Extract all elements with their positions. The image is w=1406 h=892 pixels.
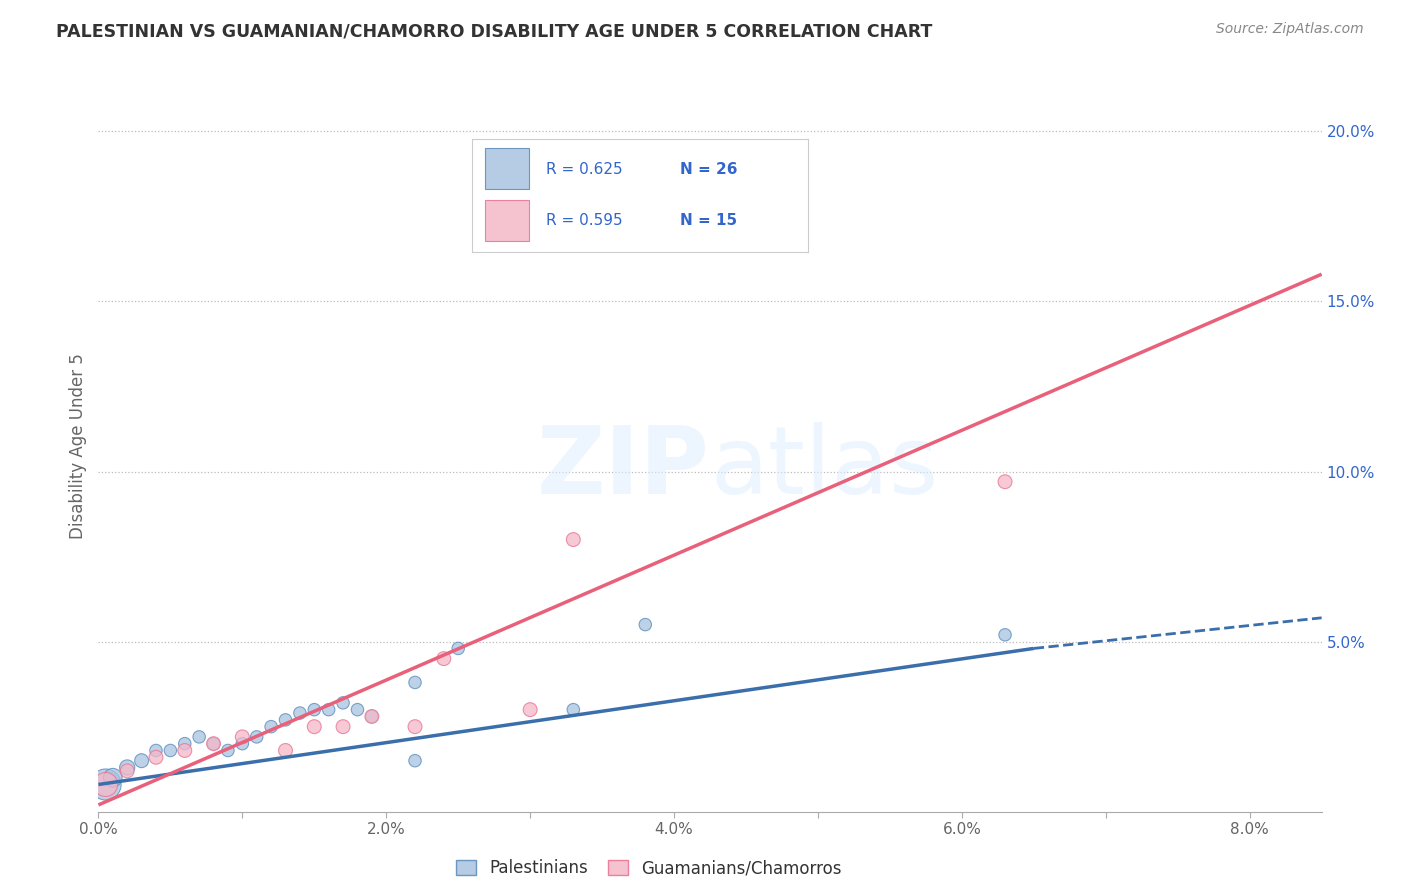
Point [101, 771, 124, 785]
Point [404, 754, 426, 768]
Point [231, 730, 253, 744]
Point [318, 703, 340, 717]
Point [332, 720, 354, 734]
Point [994, 628, 1017, 642]
Point [447, 641, 470, 656]
Point [246, 730, 269, 744]
Point [202, 737, 225, 751]
Point [202, 737, 225, 751]
Point [360, 709, 382, 723]
Point [404, 675, 426, 690]
Point [332, 696, 354, 710]
Point [360, 709, 382, 723]
Point [260, 720, 283, 734]
Point [433, 651, 456, 665]
Point [145, 743, 167, 757]
Text: ZIP: ZIP [537, 422, 710, 514]
Point [562, 533, 585, 547]
Point [562, 703, 585, 717]
Legend: Palestinians, Guamanians/Chamorros: Palestinians, Guamanians/Chamorros [450, 853, 848, 884]
Text: PALESTINIAN VS GUAMANIAN/CHAMORRO DISABILITY AGE UNDER 5 CORRELATION CHART: PALESTINIAN VS GUAMANIAN/CHAMORRO DISABI… [56, 22, 932, 40]
Point [173, 743, 195, 757]
Point [994, 475, 1017, 489]
Point [145, 750, 167, 764]
Y-axis label: Disability Age Under 5: Disability Age Under 5 [69, 353, 87, 539]
Point [115, 760, 138, 774]
Text: Source: ZipAtlas.com: Source: ZipAtlas.com [1216, 22, 1364, 37]
Point [173, 737, 195, 751]
Point [274, 713, 297, 727]
Point [346, 703, 368, 717]
Point [94, 777, 117, 791]
Point [188, 730, 211, 744]
Point [304, 703, 326, 717]
Point [231, 737, 253, 751]
Point [217, 743, 239, 757]
Point [634, 617, 657, 632]
Point [94, 777, 117, 791]
Point [288, 706, 311, 720]
Point [115, 764, 138, 778]
Text: atlas: atlas [710, 422, 938, 514]
Point [404, 720, 426, 734]
Point [519, 703, 541, 717]
Point [131, 754, 153, 768]
Point [274, 743, 297, 757]
Point [304, 720, 326, 734]
Point [159, 743, 181, 757]
